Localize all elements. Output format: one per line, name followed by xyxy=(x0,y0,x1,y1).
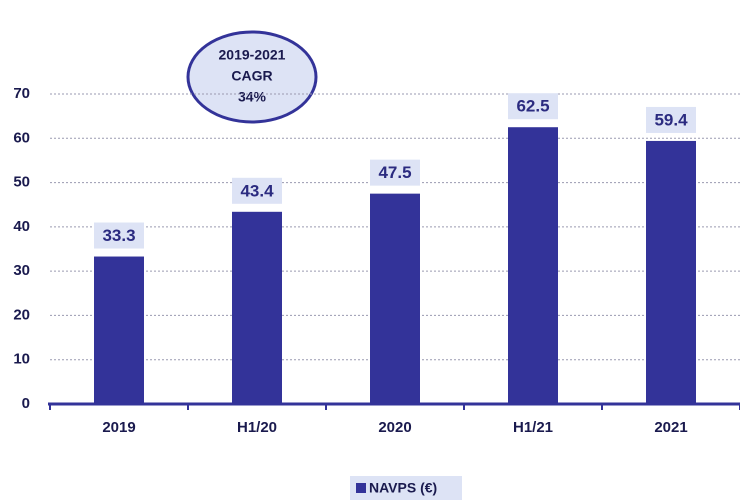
x-tick-label: 2020 xyxy=(378,419,411,436)
data-label: 43.4 xyxy=(240,181,274,200)
y-tick-label: 50 xyxy=(13,174,30,191)
y-tick-label: 60 xyxy=(13,129,30,146)
bar xyxy=(508,127,558,404)
y-tick-label: 40 xyxy=(13,218,30,235)
bar xyxy=(232,211,282,404)
data-label: 33.3 xyxy=(102,226,135,245)
annotation-text: 2019-2021 xyxy=(219,47,286,63)
y-tick-label: 0 xyxy=(22,395,30,412)
data-label-box xyxy=(94,222,144,249)
annotation-text: CAGR xyxy=(231,68,272,84)
data-label-box xyxy=(508,93,558,120)
data-label: 47.5 xyxy=(378,163,411,182)
y-tick-label: 10 xyxy=(13,351,30,368)
data-label-box xyxy=(232,177,282,204)
y-tick-label: 20 xyxy=(13,306,30,323)
annotation-text: 34% xyxy=(238,89,267,105)
y-tick-label: 70 xyxy=(13,85,30,102)
data-label: 59.4 xyxy=(654,110,688,129)
x-tick-label: H1/21 xyxy=(513,419,553,436)
x-tick-label: 2021 xyxy=(654,419,687,436)
data-label-box xyxy=(370,159,420,186)
legend-box xyxy=(350,476,462,500)
y-tick-label: 30 xyxy=(13,262,30,279)
bar xyxy=(370,193,420,404)
annotation-bubble xyxy=(186,30,318,124)
data-label: 62.5 xyxy=(516,97,549,116)
x-tick-label: 2019 xyxy=(102,419,135,436)
data-label-box xyxy=(646,106,696,133)
bar xyxy=(94,256,144,404)
legend-swatch xyxy=(356,483,366,493)
bar xyxy=(646,140,696,404)
legend-label: NAVPS (€) xyxy=(369,480,437,496)
x-tick-label: H1/20 xyxy=(237,419,277,436)
